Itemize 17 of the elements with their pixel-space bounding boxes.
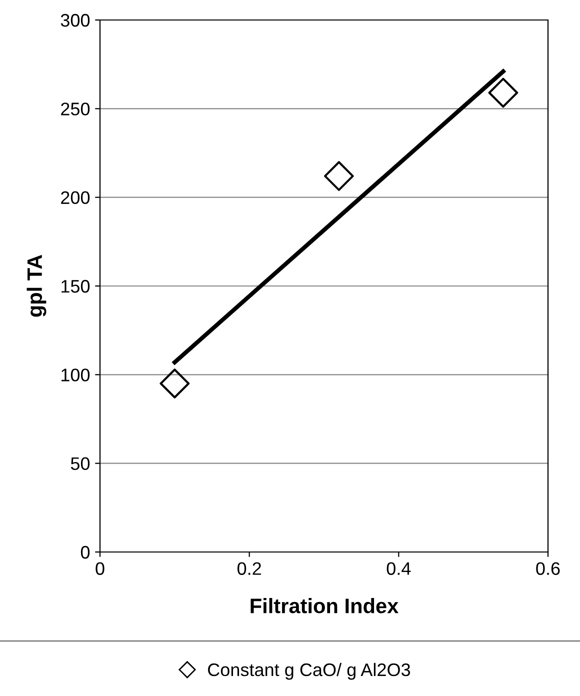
y-tick-label: 150 [62,280,90,293]
y-axis-title: gpl TA [26,254,46,317]
y-tick-label: 200 [61,191,90,204]
y-tick-label: 250 [61,102,90,116]
y-tick-label: 300 [60,14,90,27]
point [160,368,190,398]
x-tick-label: 0.4 [386,562,411,575]
y-tick-label: 50 [70,457,90,470]
y-tick-label: 0 [80,546,90,559]
x-tick-label: 0.2 [237,562,261,575]
point [488,78,518,108]
x-tick-label: 0.6 [536,562,560,575]
point [324,161,354,191]
x-axis-title: Filtration Index [250,598,399,614]
x-tick-label: 0 [96,562,104,575]
y-tick-label: 100 [62,368,90,382]
legend-label: Constant g CaO/ g Al2O3 [208,662,410,680]
